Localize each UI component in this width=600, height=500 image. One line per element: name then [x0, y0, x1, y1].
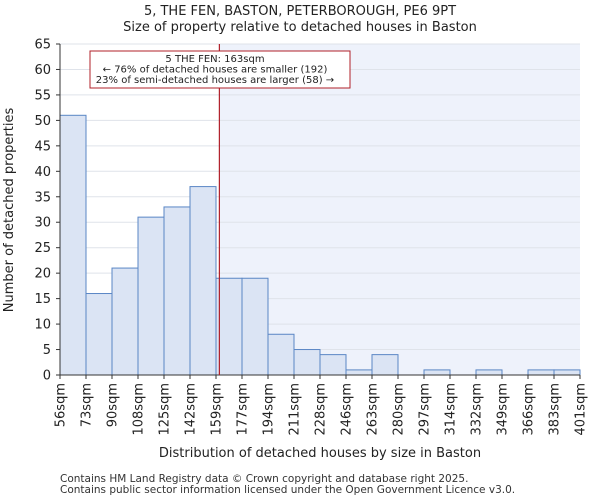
x-tick-label: 211sqm [288, 383, 303, 436]
x-tick-label: 246sqm [340, 383, 355, 436]
bar-125sqm [163, 206, 191, 376]
x-tick-label: 383sqm [548, 383, 563, 436]
bar-383sqm [553, 369, 581, 376]
x-tick-label: 125sqm [158, 383, 173, 436]
chart-title: 5, THE FEN, BASTON, PETERBOROUGH, PE6 9P… [144, 4, 456, 19]
bar-228sqm [319, 354, 347, 376]
bar-142sqm [189, 186, 217, 376]
x-tick-label: 194sqm [262, 383, 277, 436]
x-tick-label: 56sqm [54, 383, 69, 427]
bar-90sqm [111, 267, 139, 376]
y-tick-label: 60 [34, 63, 51, 78]
y-axis-label: Number of detached properties [2, 108, 17, 313]
x-axis-label: Distribution of detached houses by size … [159, 446, 481, 461]
bar-263sqm [371, 354, 399, 376]
y-tick-label: 20 [34, 267, 51, 282]
x-tick-label: 177sqm [236, 383, 251, 436]
x-tick-label: 280sqm [392, 383, 407, 436]
y-tick-label: 50 [34, 114, 51, 129]
x-tick-label: 366sqm [522, 383, 537, 436]
x-tick-label: 332sqm [470, 383, 485, 436]
footer-line-2: Contains public sector information licen… [60, 484, 516, 496]
y-tick-label: 65 [34, 38, 51, 53]
y-tick-label: 0 [43, 369, 51, 384]
bar-56sqm [59, 114, 87, 376]
bar-194sqm [267, 333, 295, 376]
x-tick-label: 401sqm [574, 383, 589, 436]
bar-366sqm [527, 369, 555, 376]
bar-177sqm [241, 277, 269, 376]
x-tick-label: 159sqm [210, 383, 225, 436]
x-tick-label: 142sqm [184, 383, 199, 436]
bar-73sqm [85, 293, 113, 376]
y-tick-label: 30 [34, 216, 51, 231]
annotation-line-2: ← 76% of detached houses are smaller (19… [103, 65, 328, 76]
y-tick-label: 35 [34, 190, 51, 205]
annotation-box [89, 50, 351, 89]
y-tick-label: 45 [34, 139, 51, 154]
bar-332sqm [475, 369, 503, 376]
bar-108sqm [137, 216, 165, 376]
y-tick-label: 25 [34, 241, 51, 256]
x-tick-label: 349sqm [496, 383, 511, 436]
plot-area: 0 5 10 15 20 25 30 35 40 45 50 55 60 65 56sqm 73sqm 90sq… [34, 38, 588, 436]
annotation-line-1: 5 THE FEN: 163sqm [165, 54, 264, 65]
annotation-line-3: 23% of semi-detached houses are larger (… [96, 75, 334, 86]
x-tick-label: 73sqm [80, 383, 95, 427]
bar-211sqm [293, 349, 321, 376]
y-tick-label: 40 [34, 165, 51, 180]
bar-297sqm [423, 369, 451, 376]
highlight-region [219, 44, 580, 375]
x-tick-label: 108sqm [132, 383, 147, 436]
footer-line-1: Contains HM Land Registry data © Crown c… [60, 473, 469, 485]
y-tick-label: 5 [43, 343, 51, 358]
x-tick-label: 297sqm [418, 383, 433, 436]
bar-246sqm [345, 369, 373, 376]
x-tick-label: 228sqm [314, 383, 329, 436]
y-tick-label: 10 [34, 318, 51, 333]
x-tick-label: 90sqm [106, 383, 121, 427]
x-tick-label: 314sqm [444, 383, 459, 436]
x-tick-label: 263sqm [366, 383, 381, 436]
y-tick-label: 55 [34, 88, 51, 103]
y-tick-label: 15 [34, 292, 51, 307]
chart-subtitle: Size of property relative to detached ho… [123, 20, 477, 35]
